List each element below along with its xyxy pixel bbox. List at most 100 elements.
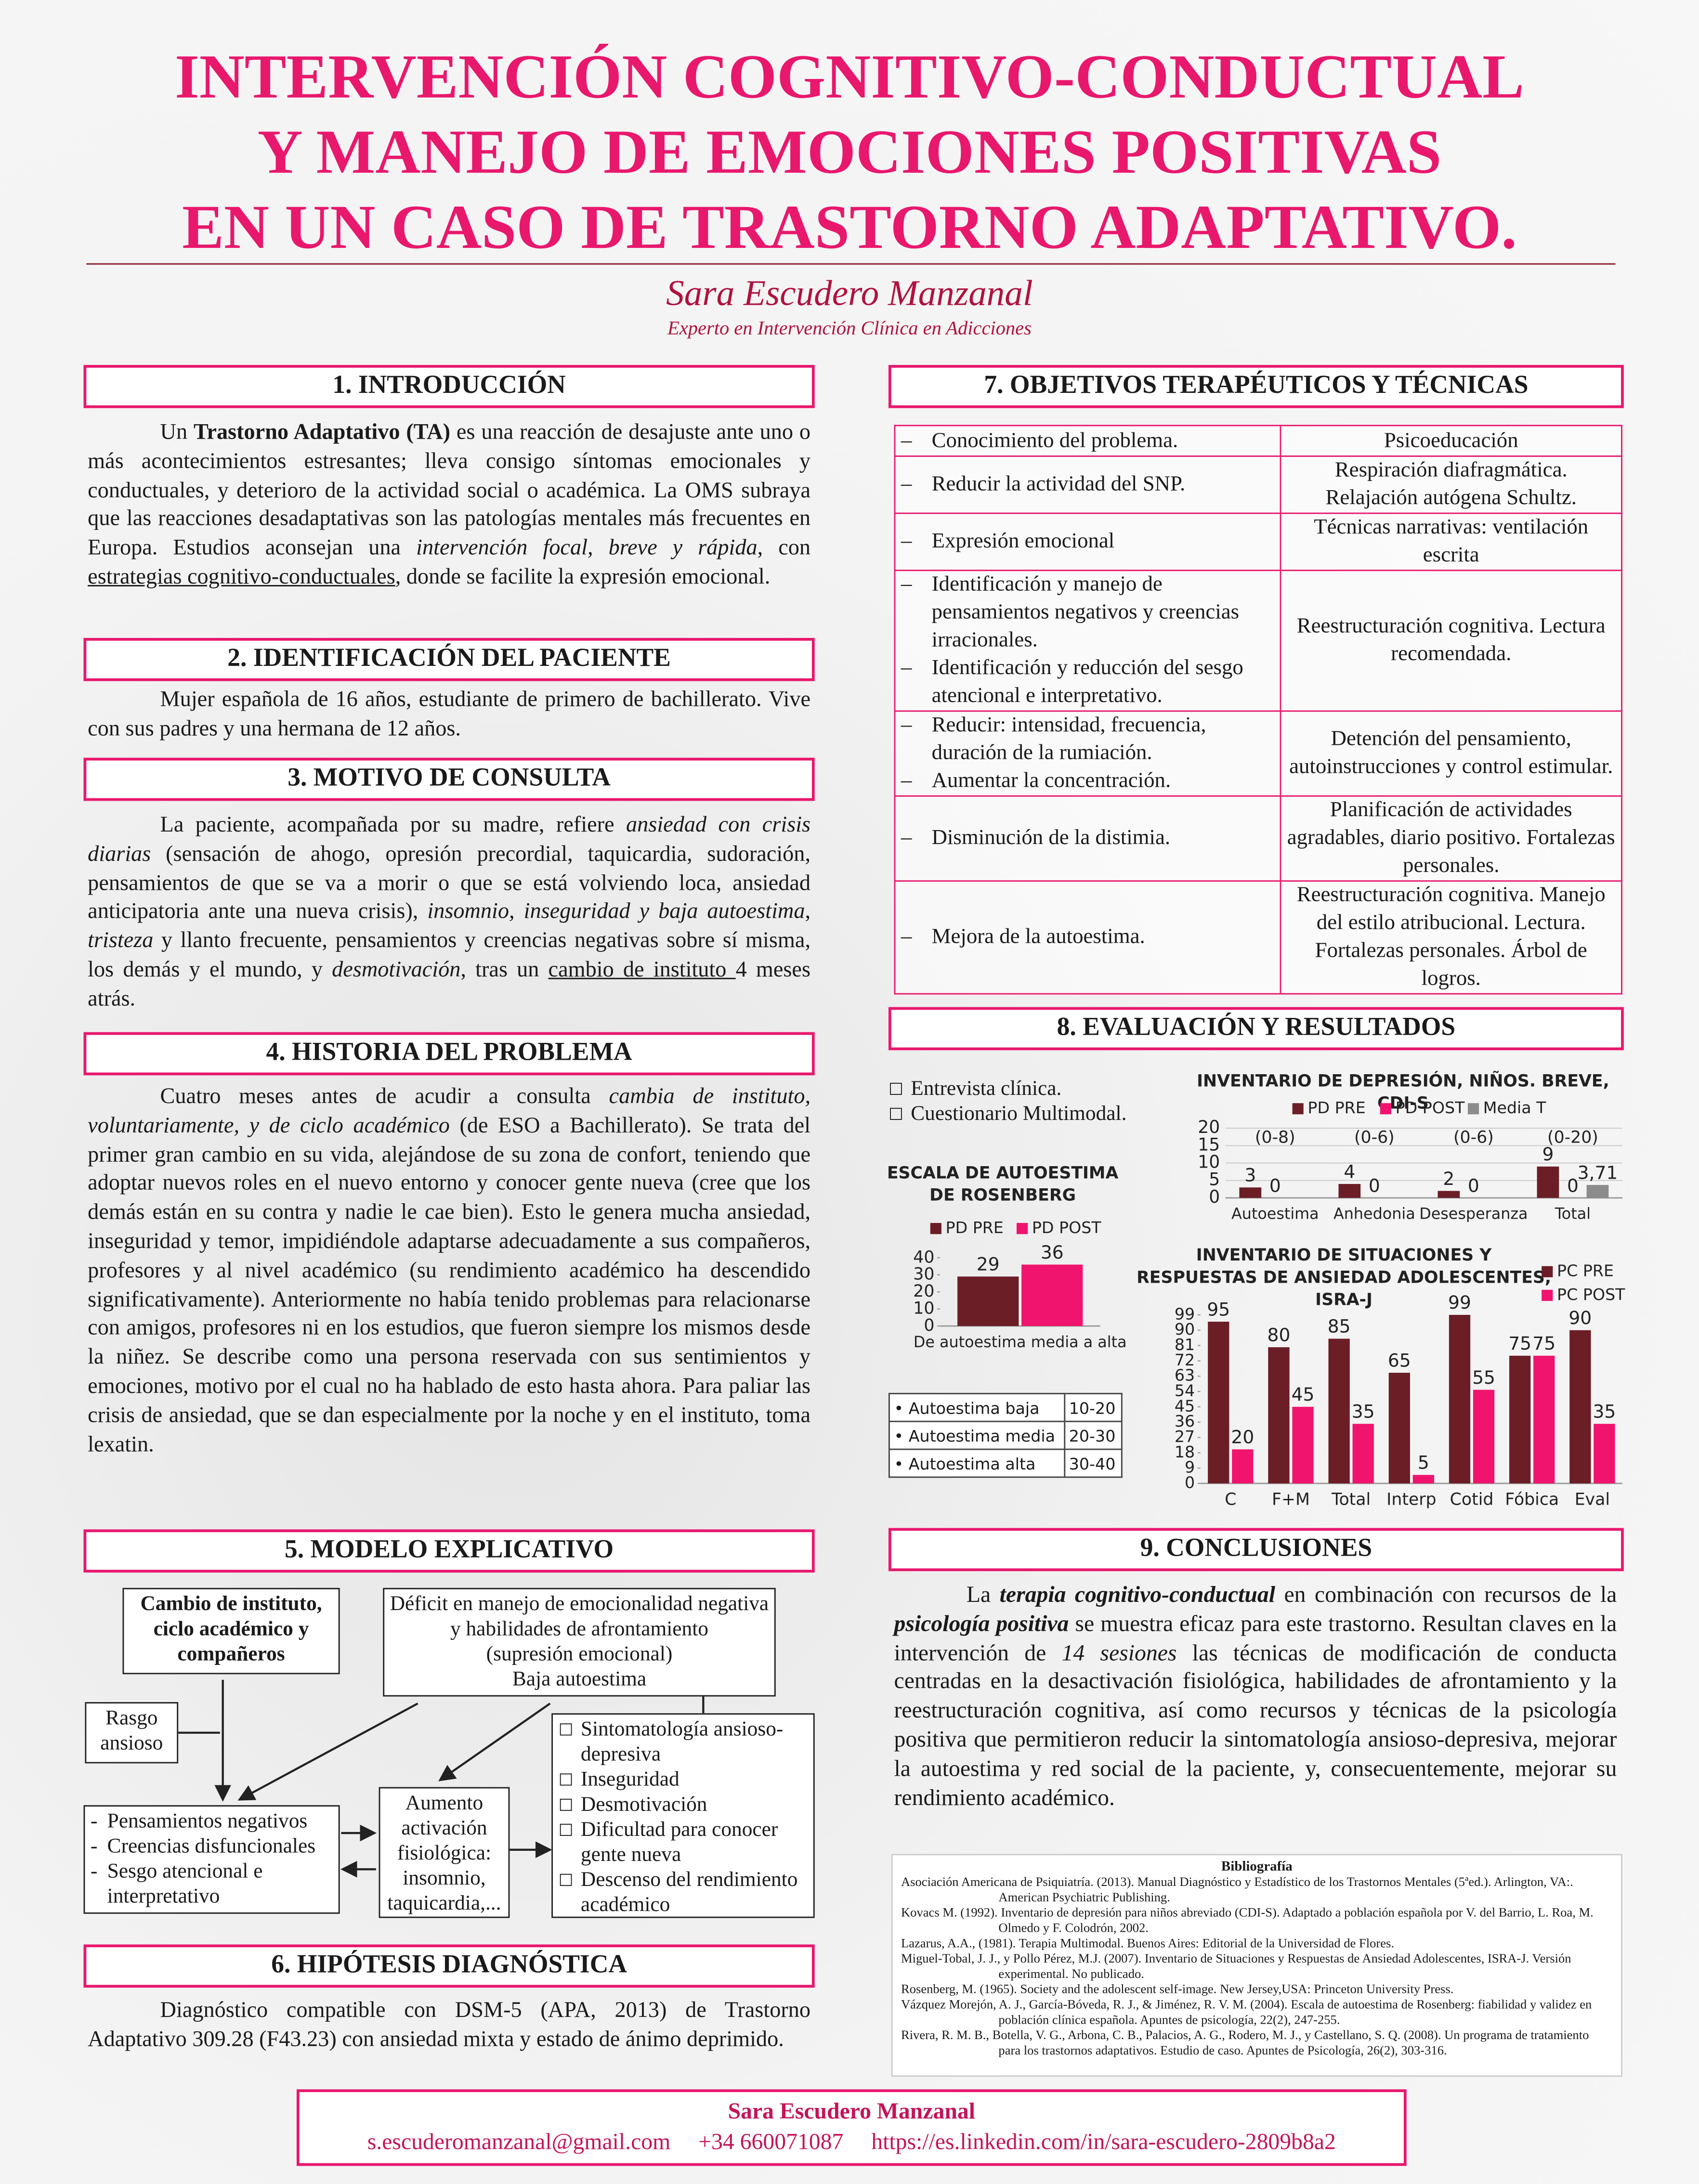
text: intervención focal, breve y rápida [416, 536, 758, 560]
legend-label: PD POST [1032, 1218, 1102, 1237]
text: La paciente, acompañada por su madre, re… [160, 813, 627, 837]
reference: Kovacs M. (1992). Inventario de depresió… [901, 1905, 1594, 1935]
x-tick-label: Desesperanza [1419, 1205, 1528, 1223]
x-tick-label: F+M [1272, 1490, 1310, 1509]
technique-cell: Reestructuración cognitiva. Manejo del e… [1280, 880, 1622, 995]
section-heading: 9. CONCLUSIONES [888, 1528, 1624, 1572]
section-heading: 3. MOTIVO DE CONSULTA [83, 757, 815, 801]
text: las técnicas de modificación de conducta… [894, 1638, 1617, 1810]
table-row: Reducir la actividad del SNP.Respiración… [894, 455, 1622, 514]
text: y llanto frecuente, pensamientos y creen… [88, 929, 811, 982]
divider [86, 263, 1616, 265]
model-box: Déficit en manejo de emocionalidad negat… [383, 1587, 776, 1697]
text: Diagnóstico compatible con DSM-5 (APA, 2… [88, 1999, 811, 2052]
text: estrategias cognitivo-conductuales [88, 565, 395, 589]
data-label: 99 [1448, 1292, 1471, 1313]
text: Descenso del rendimiento académico [559, 1868, 808, 1918]
text: Pensamientos negativos [91, 1809, 333, 1834]
data-label: 35 [1593, 1401, 1616, 1422]
x-tick-label: Anhedonia [1333, 1205, 1415, 1223]
data-label: 95 [1207, 1299, 1230, 1320]
bar [1449, 1314, 1471, 1483]
y-tick-label: 54 [1175, 1381, 1195, 1400]
table-row: Mejora de la autoestima.Reestructuración… [894, 880, 1622, 995]
text: Un [160, 420, 194, 444]
text: Mujer española de 16 años, estudiante de… [88, 688, 811, 741]
data-label: 5 [1418, 1452, 1429, 1473]
text: Sintomatología ansioso-depresiva [559, 1717, 808, 1768]
technique-cell: Reestructuración cognitiva. Lectura reco… [1280, 570, 1622, 712]
title-line: INTERVENCIÓN COGNITIVO-CONDUCTUAL [175, 41, 1524, 112]
legend-swatch [1542, 1289, 1553, 1301]
paragraph: Mujer española de 16 años, estudiante de… [88, 687, 810, 744]
technique-cell: Técnicas narrativas: ventilación escrita [1280, 512, 1622, 572]
section-heading: 8. EVALUACIÓN Y RESULTADOS [888, 1007, 1624, 1051]
legend-swatch [1017, 1222, 1028, 1235]
y-tick-label: 27 [1175, 1427, 1195, 1446]
data-label: 55 [1472, 1367, 1495, 1388]
y-tick-label: 5 [1209, 1169, 1220, 1190]
bar [1438, 1191, 1460, 1198]
y-tick-label: 0 [924, 1316, 934, 1335]
footer-name: Sara Escudero Manzanal [728, 2097, 976, 2124]
website: https://es.linkedin.com/in/sara-escudero… [871, 2128, 1336, 2155]
section-heading: 7. OBJETIVOS TERAPÉUTICOS Y TÉCNICAS [888, 364, 1624, 408]
goal-cell: Expresión emocional [894, 512, 1281, 572]
y-tick-label: 0 [1185, 1473, 1195, 1492]
paragraph: Diagnóstico compatible con DSM-5 (APA, 2… [88, 1997, 810, 2055]
bar [1594, 1424, 1615, 1483]
data-label: 80 [1268, 1324, 1291, 1345]
text: Cuestionario Multimodal. [889, 1102, 1126, 1127]
text: (de ESO a Bachillerato). Se trata del pr… [88, 1114, 811, 1456]
text: Cuatro meses antes de acudir a consulta [160, 1085, 609, 1109]
data-label: 9 [1542, 1144, 1554, 1165]
data-label: 20 [1231, 1427, 1254, 1448]
y-tick-label: 90 [1175, 1320, 1195, 1339]
author: Sara Escudero Manzanal [666, 273, 1033, 313]
table-row: Disminución de la distimia.Planificación… [894, 795, 1622, 882]
goal: Expresión emocional [901, 528, 1274, 556]
x-tick-label: De autoestima media a alta [914, 1333, 1127, 1351]
range-value: 30-40 [1063, 1448, 1123, 1478]
y-tick-label: 18 [1175, 1443, 1195, 1461]
text: terapia cognitivo-conductual [999, 1581, 1276, 1608]
range-label: (0-6) [1354, 1128, 1395, 1147]
goal-cell: Reducir: intensidad, frecuencia, duració… [894, 710, 1281, 797]
reference: Lazarus, A.A., (1981). Terapia Multimoda… [901, 1936, 1395, 1950]
text: , con [757, 536, 811, 560]
goal-list: Reducir: intensidad, frecuencia, duració… [901, 712, 1274, 795]
text: 4 meses atrás. [88, 958, 810, 1011]
text: se muestra eficaz para este trastorno. R… [894, 1610, 1617, 1665]
y-tick-label: 20 [1198, 1117, 1220, 1137]
y-tick-label: 72 [1175, 1351, 1195, 1369]
section-heading: 4. HISTORIA DEL PROBLEMA [83, 1032, 815, 1076]
y-tick-label: 10 [1198, 1152, 1220, 1172]
x-tick-label: C [1225, 1490, 1236, 1509]
range-name: Autoestima media [888, 1420, 1065, 1450]
text: Trastorno Adaptativo (TA) [194, 420, 451, 444]
y-tick-label: 9 [1185, 1458, 1195, 1477]
legend-swatch [1380, 1103, 1391, 1115]
phone: +34 660071087 [698, 2128, 844, 2155]
legend-swatch [1467, 1103, 1479, 1115]
data-label: 3,71 [1578, 1162, 1618, 1183]
y-tick-label: 81 [1175, 1335, 1195, 1354]
bar [1292, 1406, 1314, 1483]
y-tick-label: 0 [1209, 1186, 1220, 1207]
goal-list: Reducir la actividad del SNP. [901, 471, 1274, 499]
text: Desmotivación [559, 1793, 808, 1818]
legend-label: Media T [1483, 1098, 1546, 1117]
reference: Asociación Americana de Psiquiatría. (20… [901, 1874, 1573, 1904]
data-label: 0 [1269, 1175, 1281, 1196]
text: ansiedad con crisis diarias [88, 813, 811, 866]
y-tick-label: 40 [913, 1248, 934, 1267]
text: La [966, 1581, 1000, 1608]
section-heading: 6. HIPÓTESIS DIAGNÓSTICA [83, 1944, 815, 1988]
bar [1268, 1347, 1290, 1483]
text: Dificultad para conocer gente nueva [559, 1818, 808, 1868]
goal-list: Mejora de la autoestima. [901, 923, 1274, 951]
text: Baja autoestima [512, 1668, 647, 1691]
text: Entrevista clínica. [889, 1077, 1126, 1102]
